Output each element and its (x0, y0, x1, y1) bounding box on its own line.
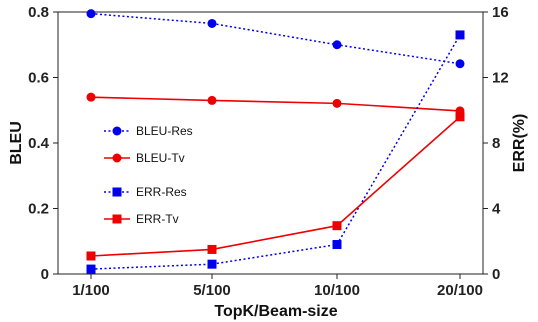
left-y-axis-title: BLEU (8, 121, 25, 165)
legend-entry-bleu-res: BLEU-Res (104, 124, 193, 138)
data-point (207, 259, 217, 269)
legend-marker (112, 126, 122, 136)
data-point (455, 112, 465, 122)
right-ticks: 0 4 8 12 16 (483, 4, 509, 283)
data-point (86, 264, 96, 274)
right-tick-label: 16 (492, 4, 509, 21)
data-point (455, 59, 465, 69)
legend-marker (112, 187, 122, 197)
right-tick-label: 8 (492, 135, 500, 152)
axes (57, 11, 484, 275)
legend-entry-bleu-tv: BLEU-Tv (104, 151, 185, 165)
right-tick-label: 12 (492, 70, 509, 87)
legend-entry-err-tv: ERR-Tv (104, 212, 179, 226)
data-point (86, 9, 96, 19)
data-point (86, 251, 96, 261)
right-y-axis-title: ERR(%) (511, 114, 528, 173)
right-tick-label: 4 (492, 201, 501, 218)
data-point (207, 18, 217, 28)
data-point (86, 92, 96, 102)
left-tick-label: 0.8 (28, 4, 49, 21)
legend-entry-err-res: ERR-Res (104, 185, 187, 199)
data-point (332, 240, 342, 250)
left-tick-label: 0.2 (28, 201, 49, 218)
legend-marker (112, 153, 122, 163)
left-tick-label: 0.6 (28, 70, 49, 87)
legend: BLEU-Res BLEU-Tv ERR-Res ERR-Tv (104, 124, 193, 226)
data-point (455, 30, 465, 40)
data-point (332, 98, 342, 108)
series-line (90, 12, 461, 65)
series-bleu-tv (86, 92, 465, 116)
series-layer (86, 9, 465, 274)
x-ticks: 1/100 5/100 10/100 20/100 (72, 274, 483, 299)
data-point (332, 40, 342, 50)
x-tick-label: 5/100 (193, 282, 231, 299)
series-line (90, 96, 461, 112)
legend-label: BLEU-Tv (136, 151, 185, 165)
right-tick-label: 0 (492, 266, 500, 283)
series-line (90, 116, 461, 257)
data-point (332, 221, 342, 231)
legend-label: ERR-Res (136, 185, 187, 199)
data-point (207, 244, 217, 254)
legend-label: ERR-Tv (136, 212, 179, 226)
x-axis-title: TopK/Beam-size (214, 303, 337, 320)
series-err-tv (86, 112, 465, 261)
left-tick-label: 0 (41, 266, 49, 283)
legend-label: BLEU-Res (136, 124, 193, 138)
x-tick-label: 20/100 (437, 282, 483, 299)
series-bleu-res (86, 9, 465, 69)
data-point (207, 95, 217, 105)
series-line (90, 34, 461, 270)
x-tick-label: 1/100 (72, 282, 110, 299)
left-tick-label: 0.4 (28, 135, 50, 152)
series-err-res (86, 30, 465, 274)
legend-marker (112, 214, 122, 224)
x-tick-label: 10/100 (314, 282, 360, 299)
left-ticks: 0 0.2 0.4 0.6 0.8 (28, 4, 58, 283)
